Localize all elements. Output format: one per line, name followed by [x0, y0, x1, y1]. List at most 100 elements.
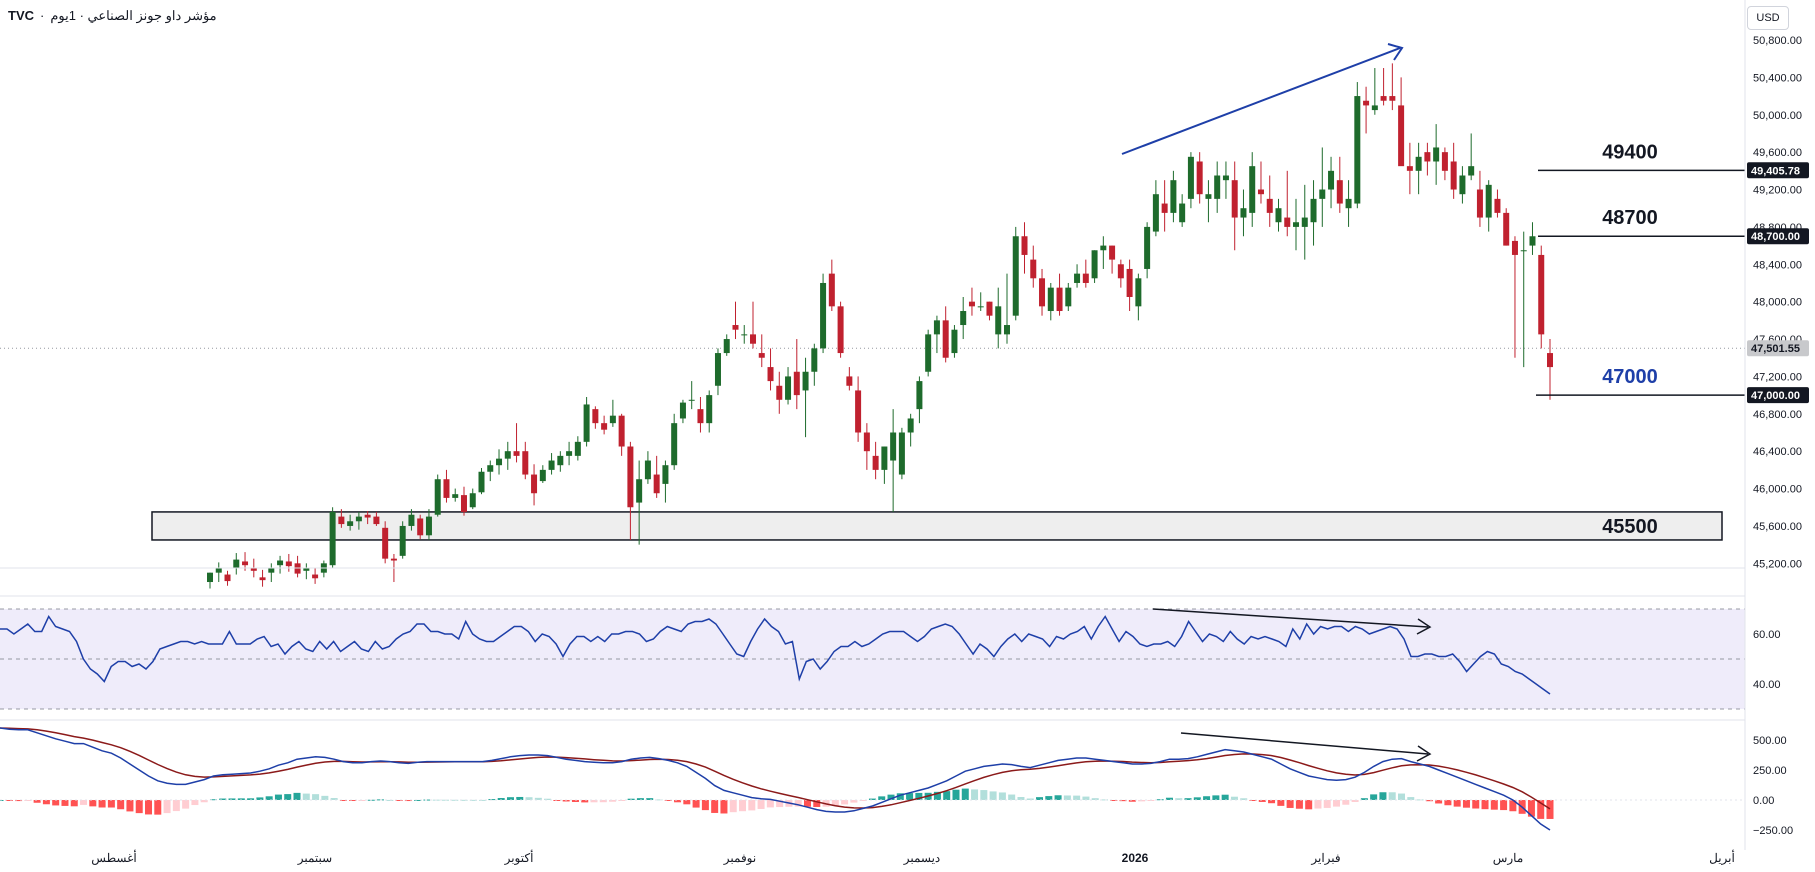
price-tick: 45,600.00 [1753, 521, 1802, 533]
time-tick: نوفمبر [723, 851, 756, 865]
candle [548, 453, 555, 475]
macd-tick: 500.00 [1753, 735, 1787, 747]
candle [1503, 208, 1510, 246]
candle-body [1109, 245, 1116, 260]
macd-histogram-bar [1073, 795, 1081, 800]
macd-histogram-bar [1212, 795, 1220, 800]
candle [1152, 180, 1159, 237]
macd-histogram-bar [1175, 798, 1183, 800]
candle-body [1082, 273, 1089, 283]
candle [697, 396, 704, 433]
candle [986, 301, 993, 321]
candle-body [1117, 264, 1124, 279]
macd-histogram-bar [748, 800, 756, 811]
candle-body [1065, 287, 1072, 307]
candle [951, 325, 958, 358]
macd-histogram-bar [1249, 800, 1257, 801]
candle-body [820, 282, 827, 349]
candle-body [1039, 278, 1046, 307]
candle [557, 451, 564, 472]
candle [1310, 180, 1317, 246]
macd-histogram-bar [998, 792, 1006, 800]
macd-histogram-bar [386, 799, 394, 801]
candle-body [592, 409, 599, 424]
candle [469, 488, 476, 510]
candle [916, 376, 923, 424]
macd-histogram-bar [989, 791, 997, 800]
macd-histogram-bar [247, 798, 255, 800]
candle [1424, 142, 1431, 176]
candle-body [355, 516, 362, 522]
candle-body [828, 273, 835, 307]
macd-tick: −250.00 [1753, 825, 1793, 837]
macd-histogram-bar [831, 800, 839, 806]
candle-body [1415, 156, 1422, 171]
currency-button[interactable]: USD [1747, 6, 1789, 30]
candle-body [1021, 236, 1028, 255]
candle [1494, 189, 1501, 218]
macd-histogram-bar [534, 797, 542, 800]
macd-histogram-bar [497, 798, 505, 800]
macd-histogram-bar [479, 799, 487, 801]
macd-histogram-bar [961, 788, 969, 800]
candle [1214, 161, 1221, 213]
macd-histogram-bar [1425, 800, 1433, 802]
macd-histogram-bar [674, 800, 682, 803]
macd-histogram-bar [5, 800, 13, 801]
candle-body [1196, 161, 1203, 195]
chart-header: TVC · مؤشر داو جونز الصناعي · 1يوم [8, 8, 217, 24]
macd-histogram-bar [1500, 800, 1508, 811]
macd-histogram-bar [562, 800, 570, 802]
macd-histogram-bar [1138, 800, 1146, 802]
macd-tick: 250.00 [1753, 765, 1787, 777]
macd-divergence-arrow [1180, 732, 1429, 755]
macd-histogram-bar [915, 792, 923, 800]
candle-body [1494, 198, 1501, 213]
candle [1529, 222, 1536, 255]
candle [504, 441, 511, 470]
candle [1240, 189, 1247, 237]
macd-histogram-bar [145, 800, 153, 815]
candle-body [1056, 287, 1063, 312]
candle [539, 465, 546, 483]
candle-body [1459, 175, 1466, 195]
candle-body [601, 423, 608, 430]
candle [1003, 273, 1010, 344]
candle-body [285, 561, 292, 567]
candle [1126, 259, 1133, 312]
candle [1047, 282, 1054, 321]
candle [1406, 142, 1413, 195]
candle [1109, 245, 1116, 274]
macd-histogram-bar [256, 797, 264, 800]
candle-body [1214, 175, 1221, 199]
macd-histogram-bar [813, 800, 821, 807]
macd-histogram-bar [1165, 797, 1173, 800]
macd-histogram-bar [1119, 800, 1127, 802]
candle-body [1424, 152, 1431, 162]
candle-body [706, 395, 713, 424]
candle [443, 469, 450, 503]
candle-body [329, 511, 336, 566]
macd-histogram-bar [850, 800, 858, 803]
macd-tick: 0.00 [1753, 795, 1774, 807]
candle-body [723, 339, 730, 354]
candle-body [1520, 250, 1527, 252]
macd-histogram-bar [404, 800, 412, 802]
macd-histogram-bar [1342, 800, 1350, 805]
macd-histogram-bar [627, 798, 635, 800]
candle-body [1205, 194, 1212, 199]
candle-body [382, 527, 389, 559]
candle-body [496, 458, 503, 466]
macd-histogram-bar [293, 792, 301, 800]
macd-histogram-bar [841, 800, 849, 805]
macd-histogram-bar [1537, 800, 1545, 819]
macd-histogram-bar [302, 793, 310, 800]
candle-body [443, 479, 450, 498]
candle-body [1406, 166, 1413, 171]
macd-histogram-bar [154, 800, 162, 815]
candle [714, 348, 721, 396]
macd-histogram-bar [1397, 793, 1405, 800]
candle [1468, 133, 1475, 181]
macd-histogram-bar [1323, 800, 1331, 808]
